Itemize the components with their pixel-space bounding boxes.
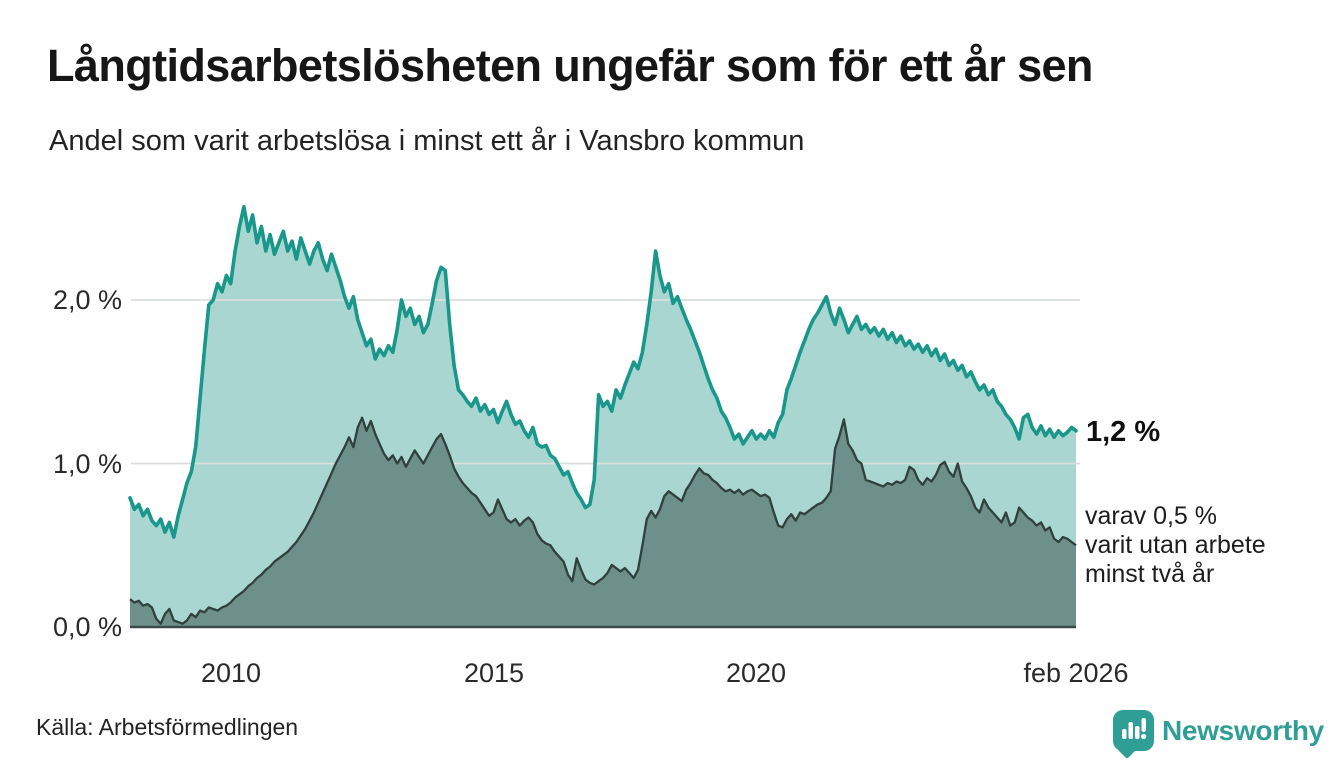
secondary-annotation-line-1: varav 0,5 % — [1085, 502, 1218, 530]
x-axis-tick-2015: 2015 — [463, 658, 525, 688]
y-axis-tick-2: 2,0 % — [52, 285, 122, 315]
secondary-annotation-line-3: minst två år — [1085, 560, 1215, 588]
page-subtitle: Andel som varit arbetslösa i minst ett å… — [49, 125, 805, 157]
x-axis-tick-2020: 2020 — [725, 658, 787, 688]
page-title: Långtidsarbetslösheten ungefär som för e… — [47, 40, 1093, 91]
secondary-annotation-line-2: varit utan arbete — [1085, 531, 1266, 559]
newsworthy-logo-text: Newsworthy — [1162, 714, 1324, 746]
y-axis-tick-1: 1,0 % — [52, 448, 122, 479]
latest-value-label: 1,2 % — [1086, 416, 1161, 448]
newsworthy-logo[interactable]: Newsworthy — [1113, 710, 1324, 759]
secondary-annotation: varav 0,5 % varit utan arbete minst två … — [1085, 502, 1266, 589]
newsworthy-logo-icon — [1113, 710, 1154, 759]
y-axis-tick-0: 0,0 % — [52, 612, 122, 642]
source-note: Källa: Arbetsförmedlingen — [36, 714, 299, 740]
x-axis-tick-2010: 2010 — [200, 658, 262, 688]
x-axis-tick-feb-2026: feb 2026 — [1023, 658, 1129, 688]
